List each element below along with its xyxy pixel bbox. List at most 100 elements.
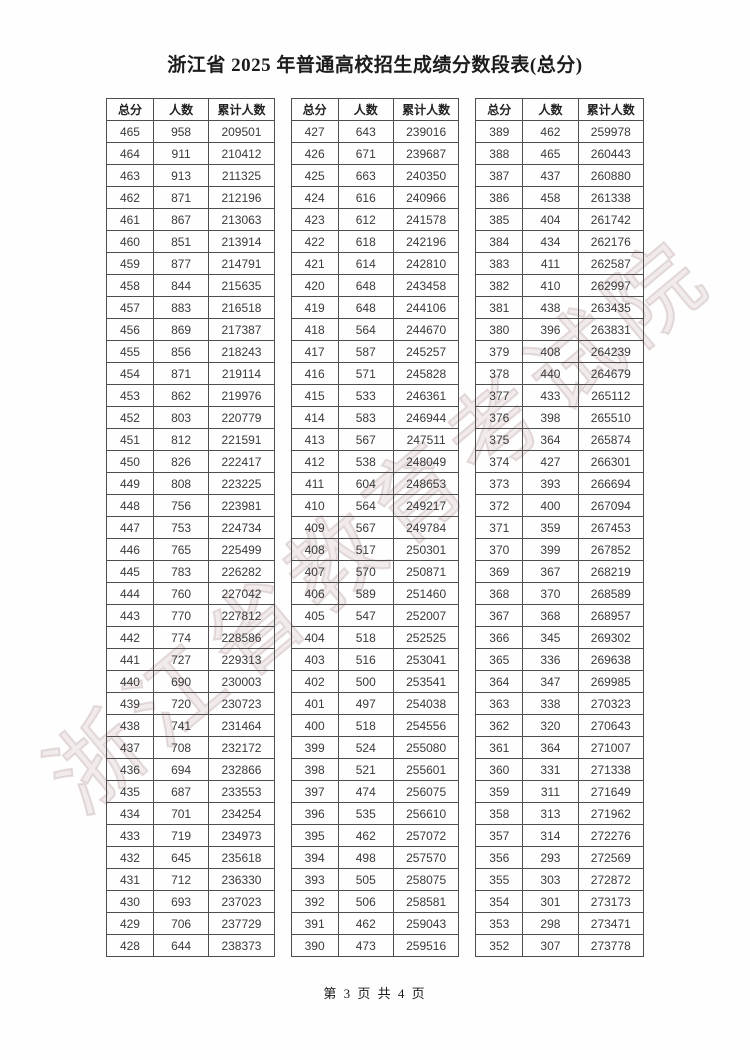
cumulative-cell: 246944: [392, 406, 460, 429]
table-row: 388 465 260443: [475, 142, 645, 165]
cumulative-cell: 272569: [577, 846, 645, 869]
table-row: 452 803 220779: [106, 406, 275, 429]
count-cell: 567: [337, 516, 394, 539]
score-cell: 401: [290, 692, 339, 715]
table-row: 406 589 251460: [290, 582, 460, 605]
table-row: 391 462 259043: [290, 912, 460, 935]
score-cell: 374: [475, 450, 524, 473]
table-row: 384 434 262176: [475, 230, 645, 253]
count-cell: 693: [152, 890, 210, 913]
score-cell: 448: [106, 494, 154, 517]
count-cell: 564: [337, 318, 394, 341]
score-cell: 380: [475, 318, 524, 341]
score-cell: 446: [106, 538, 154, 561]
count-cell: 643: [337, 120, 394, 143]
score-cell: 427: [290, 120, 339, 143]
count-cell: 359: [522, 516, 579, 539]
count-cell: 535: [337, 802, 394, 825]
cumulative-cell: 251460: [392, 582, 460, 605]
score-cell: 403: [290, 648, 339, 671]
score-cell: 454: [106, 362, 154, 385]
cumulative-cell: 268219: [577, 560, 645, 583]
count-cell: 648: [337, 274, 394, 297]
table-row: 460 851 213914: [106, 230, 275, 253]
score-cell: 425: [290, 164, 339, 187]
table-row: 447 753 224734: [106, 516, 275, 539]
table-row: 404 518 252525: [290, 626, 460, 649]
score-cell: 411: [290, 472, 339, 495]
count-cell: 301: [522, 890, 579, 913]
count-cell: 538: [337, 450, 394, 473]
table-row: 387 437 260880: [475, 164, 645, 187]
score-cell: 404: [290, 626, 339, 649]
count-cell: 783: [152, 560, 210, 583]
cumulative-cell: 256075: [392, 780, 460, 803]
cumulative-cell: 259043: [392, 912, 460, 935]
cumulative-cell: 215635: [208, 274, 275, 297]
table-row: 360 331 271338: [475, 758, 645, 781]
count-cell: 871: [152, 186, 210, 209]
cumulative-cell: 262176: [577, 230, 645, 253]
count-cell: 871: [152, 362, 210, 385]
column-header: 累计人数: [577, 98, 645, 121]
count-cell: 433: [522, 384, 579, 407]
count-cell: 826: [152, 450, 210, 473]
table-row: 378 440 264679: [475, 362, 645, 385]
table-row: 377 433 265112: [475, 384, 645, 407]
count-cell: 587: [337, 340, 394, 363]
score-cell: 393: [290, 868, 339, 891]
cumulative-cell: 273471: [577, 912, 645, 935]
table-row: 443 770 227812: [106, 604, 275, 627]
table-row: 402 500 253541: [290, 670, 460, 693]
table-row: 409 567 249784: [290, 516, 460, 539]
table-row: 440 690 230003: [106, 670, 275, 693]
count-cell: 765: [152, 538, 210, 561]
table-row: 383 411 262587: [475, 252, 645, 275]
cumulative-cell: 236330: [208, 868, 275, 891]
count-cell: 958: [152, 120, 210, 143]
cumulative-cell: 239016: [392, 120, 460, 143]
cumulative-cell: 260443: [577, 142, 645, 165]
table-header-row: 总分 人数 累计人数: [290, 98, 460, 121]
cumulative-cell: 265510: [577, 406, 645, 429]
count-cell: 760: [152, 582, 210, 605]
table-row: 366 345 269302: [475, 626, 645, 649]
count-cell: 437: [522, 164, 579, 187]
cumulative-cell: 267852: [577, 538, 645, 561]
cumulative-cell: 232172: [208, 736, 275, 759]
table-row: 465 958 209501: [106, 120, 275, 143]
cumulative-cell: 234254: [208, 802, 275, 825]
table-row: 436 694 232866: [106, 758, 275, 781]
table-row: 353 298 273471: [475, 912, 645, 935]
cumulative-cell: 268589: [577, 582, 645, 605]
cumulative-cell: 233553: [208, 780, 275, 803]
cumulative-cell: 221591: [208, 428, 275, 451]
count-cell: 524: [337, 736, 394, 759]
table-row: 392 506 258581: [290, 890, 460, 913]
score-cell: 385: [475, 208, 524, 231]
cumulative-cell: 259516: [392, 934, 460, 957]
score-cell: 369: [475, 560, 524, 583]
score-cell: 400: [290, 714, 339, 737]
cumulative-cell: 269985: [577, 670, 645, 693]
count-cell: 589: [337, 582, 394, 605]
cumulative-cell: 271649: [577, 780, 645, 803]
table-row: 418 564 244670: [290, 318, 460, 341]
score-cell: 464: [106, 142, 154, 165]
count-cell: 338: [522, 692, 579, 715]
table-row: 463 913 211325: [106, 164, 275, 187]
cumulative-cell: 231464: [208, 714, 275, 737]
score-cell: 370: [475, 538, 524, 561]
table-row: 358 313 271962: [475, 802, 645, 825]
table-row: 461 867 213063: [106, 208, 275, 231]
count-cell: 570: [337, 560, 394, 583]
cumulative-cell: 240966: [392, 186, 460, 209]
table-row: 365 336 269638: [475, 648, 645, 671]
count-cell: 434: [522, 230, 579, 253]
score-cell: 428: [106, 934, 154, 957]
table-row: 456 869 217387: [106, 318, 275, 341]
count-cell: 671: [337, 142, 394, 165]
cumulative-cell: 263831: [577, 318, 645, 341]
cumulative-cell: 252007: [392, 604, 460, 627]
score-cell: 419: [290, 296, 339, 319]
